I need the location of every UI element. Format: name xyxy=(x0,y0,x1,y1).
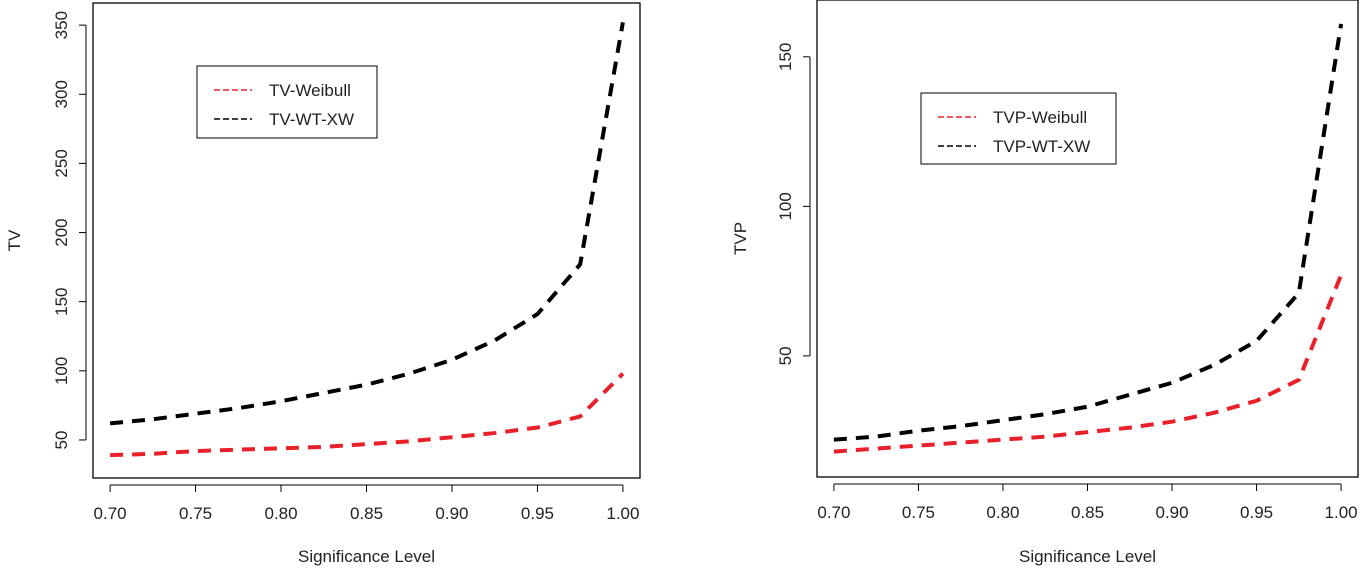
legend-label: TVP-WT-XW xyxy=(993,137,1090,156)
x-tick-label: 0.75 xyxy=(902,503,935,522)
legend: TVP-Weibull TVP-WT-XW xyxy=(921,93,1116,164)
x-tick-label: 0.85 xyxy=(350,504,383,523)
x-tick-label: 0.80 xyxy=(986,503,1019,522)
x-tick-label: 0.95 xyxy=(1240,503,1273,522)
y-tick-label: 50 xyxy=(52,431,71,450)
x-tick-label: 1.00 xyxy=(1325,503,1358,522)
x-tick-label: 0.80 xyxy=(264,504,297,523)
x-axis: 0.70 0.75 0.80 0.85 0.90 0.95 1.00 xyxy=(817,484,1357,522)
y-axis: 50 100 150 200 250 300 350 xyxy=(52,11,86,449)
x-tick-label: 0.70 xyxy=(817,503,850,522)
x-tick-label: 0.95 xyxy=(521,504,554,523)
y-tick-label: 100 xyxy=(52,357,71,385)
y-tick-label: 300 xyxy=(52,80,71,108)
series-line-tvp-weibull xyxy=(834,275,1341,451)
x-axis: 0.70 0.75 0.80 0.85 0.90 0.95 1.00 xyxy=(94,485,640,523)
x-tick-label: 0.90 xyxy=(1155,503,1188,522)
x-axis-title: Significance Level xyxy=(298,547,435,566)
chart-panel-1: 0.70 0.75 0.80 0.85 0.90 0.95 1.00 Significance… xyxy=(5,3,640,566)
x-axis-title: Significance Level xyxy=(1019,547,1156,566)
x-tick-label: 0.75 xyxy=(179,504,212,523)
x-tick-label: 0.90 xyxy=(435,504,468,523)
y-axis-title: TVP xyxy=(731,222,750,255)
y-tick-label: 200 xyxy=(52,218,71,246)
legend-label: TV-Weibull xyxy=(269,81,351,100)
legend-label: TV-WT-XW xyxy=(269,110,354,129)
y-tick-label: 350 xyxy=(52,11,71,39)
y-tick-label: 250 xyxy=(52,149,71,177)
series-line-tvp-wt-xw xyxy=(834,24,1341,440)
plot-frame xyxy=(817,0,1358,477)
chart-panel-2: 0.70 0.75 0.80 0.85 0.90 0.95 1.00 Significance… xyxy=(731,0,1358,566)
y-axis-title: TV xyxy=(5,229,24,251)
y-axis: 50 100 150 xyxy=(776,43,810,366)
x-tick-label: 0.85 xyxy=(1071,503,1104,522)
legend-label: TVP-Weibull xyxy=(993,108,1087,127)
x-tick-label: 0.70 xyxy=(94,504,127,523)
y-tick-label: 150 xyxy=(776,43,795,71)
y-tick-label: 100 xyxy=(776,192,795,220)
legend: TV-Weibull TV-WT-XW xyxy=(197,66,377,138)
y-tick-label: 150 xyxy=(52,288,71,316)
y-tick-label: 50 xyxy=(776,346,795,365)
x-tick-label: 1.00 xyxy=(606,504,639,523)
